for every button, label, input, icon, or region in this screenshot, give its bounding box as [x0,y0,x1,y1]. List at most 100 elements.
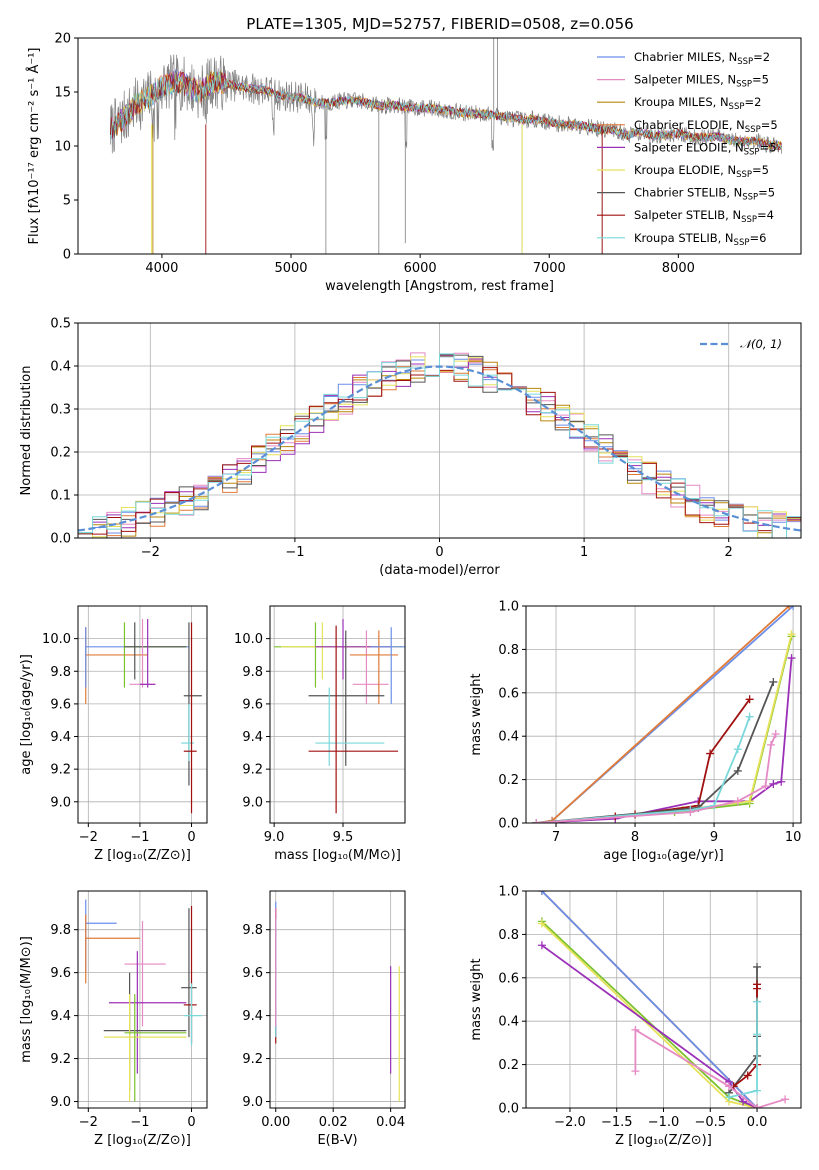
weight-point-marker [686,808,695,817]
y-tick-label: 9.8 [242,665,263,680]
y-tick-label: 0.4 [498,1015,519,1030]
legend-suffix: =2 [744,95,761,109]
plot-area [109,38,782,254]
plot-area [274,619,405,814]
x-tick-label: 9.0 [264,830,285,845]
legend-label: Salpeter MILES, NSSP=5 [634,73,769,90]
weight-series-line [541,920,758,1108]
y-tick-label: 9.6 [242,966,263,981]
weight-point-marker [532,819,541,823]
weight-point-marker [766,740,775,749]
weight-series-line [536,606,794,823]
age-vs-mass-panel: 9.0 9.5 9.0 9.2 9.4 9.6 9.8 10.0 mass [log₁₀(M/M… [234,605,406,863]
weight-point-marker [761,782,770,791]
weight-point-marker [753,980,762,989]
y-tick-label: 9.0 [242,795,263,810]
x-tick-label: 7000 [533,261,566,276]
y-tick-label: 0.6 [498,686,519,701]
spectrum-panel: 4000 5000 6000 7000 8000 0 5 10 15 20 wavelength [… [26,32,802,294]
legend-label: Salpeter STELIB, NSSP=4 [634,208,774,225]
legend-label: Chabrier STELIB, NSSP=5 [634,186,775,203]
y-tick-label: 0.2 [498,773,519,788]
mass-vs-reddening-panel: 0.00 0.02 0.04 9.0 9.2 9.4 9.6 9.8 E(B-V) [242,890,406,1148]
x-tick-label: −0.5 [694,1115,726,1130]
x-tick-label: 0 [187,1115,195,1130]
weight-point-marker [724,1093,733,1102]
plot-frame [525,605,802,824]
y-tick-label: 9.6 [50,966,71,981]
weight-point-marker [753,1086,762,1095]
x-tick-label: 0 [435,545,443,560]
x-axis-label: age [log₁₀(age/yr)] [603,848,724,863]
x-tick-label: 0.04 [376,1115,405,1130]
y-tick-label: 0.0 [50,532,71,547]
weight-series-line [541,891,758,1108]
weight-point-marker [733,797,742,806]
y-tick-label: 1.0 [498,885,519,900]
y-tick-label: 0.0 [498,1102,519,1117]
legend-label: Chabrier MILES, NSSP=2 [634,50,770,67]
y-tick-label: 0.5 [50,317,71,332]
y-tick-label: 0.3 [50,403,71,418]
x-tick-label: −2 [79,830,98,845]
y-tick-label: 9.8 [242,923,263,938]
y-tick-label: 9.8 [50,923,71,938]
legend-subscript: SSP [729,102,745,112]
legend-name: Salpeter STELIB, N [634,208,741,222]
y-tick-label: 0.8 [498,643,519,658]
weight-point-marker [743,1071,752,1080]
y-tick-label: 9.0 [242,1095,263,1110]
plot-area [537,891,790,1108]
legend-subscript: SSP [742,193,758,203]
legend-subscript: SSP [744,147,760,157]
weight-point-marker [753,1030,762,1039]
weight-point-marker [789,606,798,610]
x-axis-label: wavelength [Angstrom, rest frame] [325,279,554,294]
weight-point-marker [787,654,796,663]
weight-point-marker [769,779,778,788]
legend-name: Kroupa MILES, N [634,95,729,109]
y-tick-label: 1.0 [498,600,519,615]
x-tick-label: 0.0 [747,1115,768,1130]
weight-series-line [536,606,790,823]
weight-point-marker [631,1025,640,1034]
x-tick-label: 4000 [145,261,178,276]
plot-frame [269,605,406,824]
weight-point-marker [739,1097,748,1106]
legend-label: Kroupa ELODIE, NSSP=5 [634,163,769,180]
legend-suffix: =5 [752,73,769,87]
weight-point-marker [745,695,754,704]
weight-series-line [536,633,793,823]
y-tick-label: 0.0 [498,817,519,832]
plot-area [85,899,202,1102]
y-axis-label: mass weight [469,673,484,755]
y-tick-label: 0.4 [498,730,519,745]
legend-name: Salpeter MILES, N [634,73,736,87]
legend-suffix: =4 [757,208,774,222]
age-vs-metallicity-panel: −2 −1 0 9.0 9.2 9.4 9.6 9.8 10.0 Z [log₁₀(Z/Z⊙)] a… [19,605,208,863]
x-tick-label: 7 [552,830,560,845]
x-tick-label: −2.0 [554,1115,586,1130]
histogram-steps [78,353,801,538]
x-tick-label: 1 [580,545,588,560]
legend-suffix: =6 [749,231,766,245]
x-axis-label: Z [log₁₀(Z/Z⊙)] [94,1133,191,1148]
legend-label: 𝒩(0, 1) [740,337,782,351]
x-tick-label: −1.0 [648,1115,680,1130]
weight-point-marker [724,1082,733,1091]
y-axis-label: mass weight [469,958,484,1040]
y-tick-label: 10.0 [234,632,263,647]
legend-name: Salpeter ELODIE, N [634,140,744,154]
y-tick-label: 9.2 [242,763,263,778]
legend-suffix: =5 [758,186,775,200]
y-tick-label: 9.8 [50,665,71,680]
weight-point-marker [745,712,754,721]
x-axis-label: E(B-V) [317,1133,357,1148]
weight-point-marker [745,797,754,806]
mass-weight-vs-metallicity-panel: −2.0 −1.5 −1.0 −0.5 0.0 0.0 0.2 0.4 0.6 0.8 1.0 Z [… [469,885,802,1148]
weight-point-marker [771,730,780,739]
weight-point-marker [733,766,742,775]
x-tick-label: 10 [785,830,802,845]
weight-point-marker [753,997,762,1006]
